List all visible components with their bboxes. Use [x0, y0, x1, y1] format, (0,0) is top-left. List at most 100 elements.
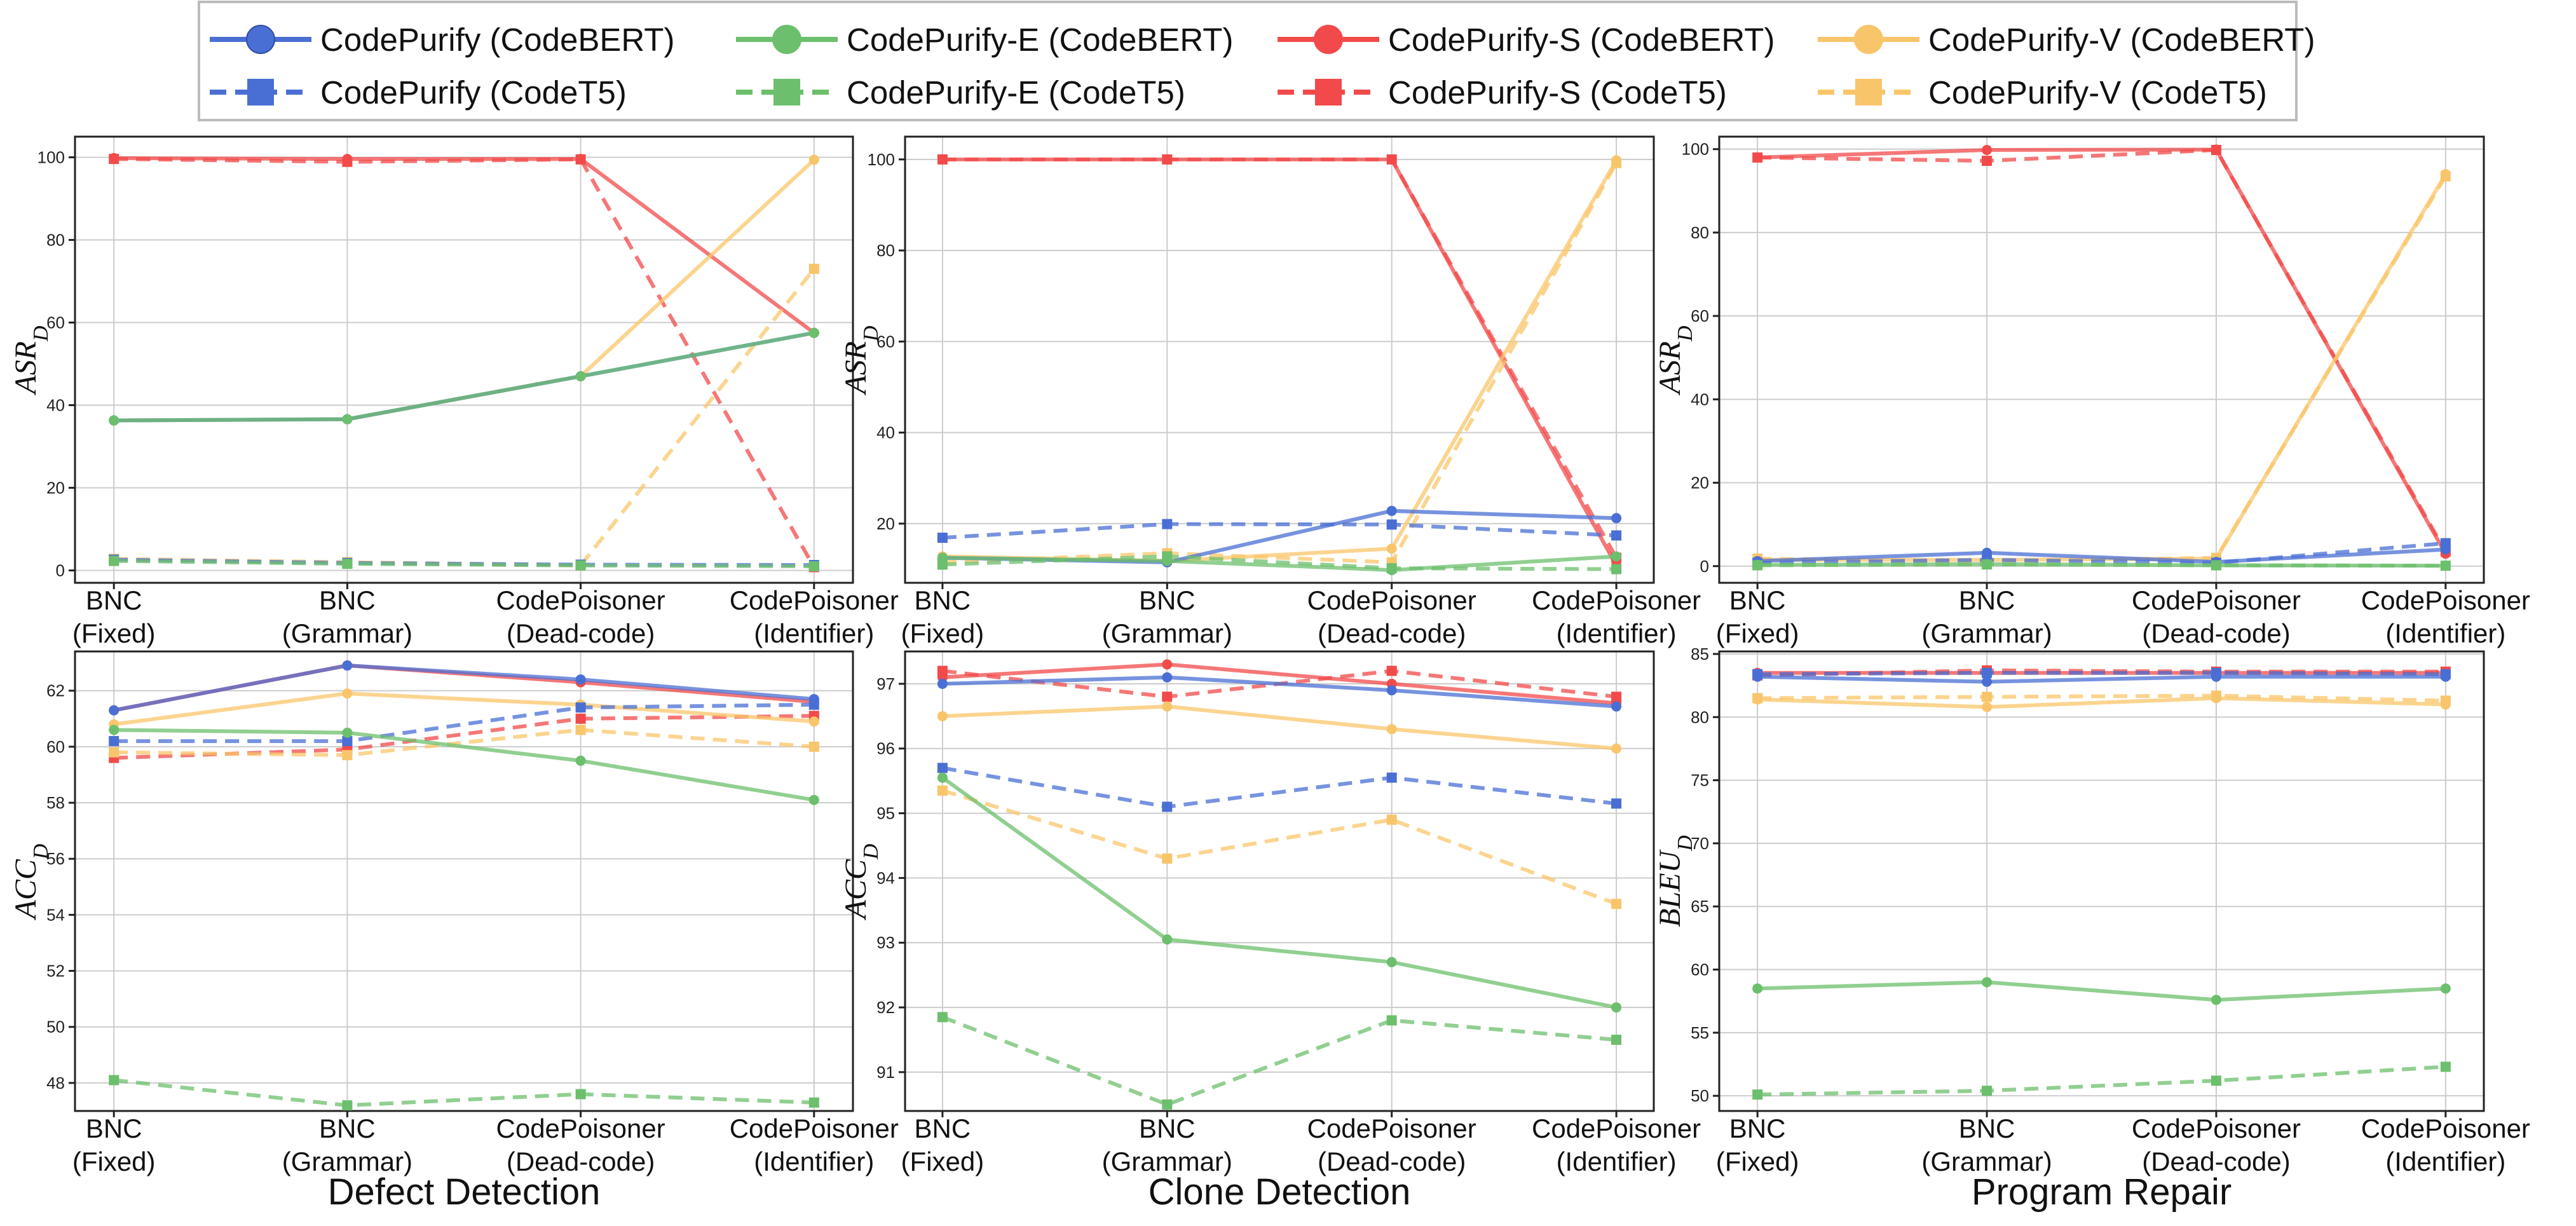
data-point: [1752, 693, 1763, 704]
axes-frame: [1718, 650, 2485, 1112]
x-tick-label: BNC: [319, 1114, 376, 1143]
x-tick-label: BNC: [86, 585, 142, 615]
data-point: [1982, 667, 1993, 678]
y-tick-label: 94: [876, 868, 895, 887]
legend-entry-purifyV_bert: CodePurify-V (CodeBERT): [1818, 22, 2315, 58]
data-point: [342, 1100, 353, 1111]
panel-pr_bleu: 50 55 60 65 70 75 80 85 BNC (Fixed) BNC (Grammar) Co…: [1653, 644, 2530, 1176]
y-tick-label: 91: [876, 1063, 895, 1082]
data-point: [1752, 559, 1763, 570]
y-tick-label: 40: [876, 423, 895, 442]
data-point: [808, 327, 819, 338]
data-point: [1386, 957, 1397, 967]
y-tick-label: 100: [868, 150, 895, 169]
series-line: [942, 766, 1617, 809]
y-tick-label: 70: [1691, 834, 1709, 853]
series-purifyE_bert: [109, 327, 819, 426]
chart-panels: 020406080100BNC(Fixed)BNC(Grammar)CodePo…: [9, 135, 2530, 1176]
legend-label: CodePurify (CodeBERT): [320, 22, 674, 58]
y-tick-label: 52: [46, 962, 65, 981]
axes-frame: [904, 650, 1655, 1112]
data-point: [1386, 665, 1397, 676]
data-point: [1162, 519, 1173, 529]
data-point: [1611, 691, 1622, 702]
x-tick-label: (Grammar): [282, 1147, 412, 1176]
data-point: [575, 371, 586, 381]
x-tick-label: (Dead-code): [507, 618, 655, 648]
data-point: [937, 533, 948, 543]
x-tick-label: (Grammar): [1102, 1147, 1232, 1176]
data-point: [1752, 1089, 1763, 1100]
x-tick-label: BNC: [1729, 1114, 1786, 1143]
y-tick-label: 55: [1691, 1023, 1709, 1042]
data-point: [1162, 154, 1173, 165]
series-line: [1757, 562, 2446, 568]
data-point: [342, 688, 353, 699]
data-point: [1611, 798, 1622, 809]
series-line: [114, 559, 814, 568]
y-tick-label: 96: [876, 739, 895, 758]
plot-area: [75, 137, 853, 583]
x-tick-label: (Fixed): [901, 618, 985, 648]
series-line: [942, 662, 1617, 705]
data-point: [1611, 1002, 1622, 1013]
data-point: [1611, 701, 1622, 712]
plot-area: [905, 137, 1654, 583]
x-tick-label: (Grammar): [282, 618, 412, 648]
data-point: [342, 156, 353, 167]
legend-marker-circle: [246, 25, 275, 54]
data-point: [109, 736, 119, 747]
legend-label: CodePurify-V (CodeBERT): [1928, 22, 2315, 58]
x-tick-label: (Fixed): [1716, 618, 1799, 648]
data-point: [1386, 543, 1397, 554]
x-tick-label: (Identifier): [754, 618, 874, 648]
y-axis-label: ACCD: [839, 843, 883, 920]
data-point: [1982, 144, 1993, 155]
data-point: [1982, 1086, 1993, 1096]
data-point: [342, 727, 353, 738]
data-point: [808, 699, 819, 710]
x-tick-label: (Dead-code): [2142, 618, 2290, 648]
plot-area: [1719, 137, 2484, 583]
data-point: [109, 725, 119, 735]
y-tick-label: 65: [1691, 897, 1709, 916]
data-point: [2440, 695, 2451, 706]
data-point: [1611, 513, 1622, 524]
axes-frame: [74, 650, 854, 1112]
data-point: [1611, 551, 1622, 562]
data-point: [1386, 154, 1397, 165]
data-point: [1162, 672, 1173, 683]
y-tick-label: 48: [46, 1073, 65, 1093]
series-line: [1757, 696, 2446, 709]
data-point: [1752, 152, 1763, 163]
legend-marker-circle: [1314, 25, 1343, 54]
data-point: [1386, 814, 1397, 825]
data-point: [1611, 899, 1622, 909]
data-point: [2211, 995, 2221, 1005]
legend-label: CodePurify-S (CodeT5): [1388, 74, 1727, 111]
legend-marker-square: [1315, 79, 1342, 106]
column-title: Program Repair: [1972, 1171, 2232, 1213]
data-point: [1611, 158, 1622, 168]
data-point: [575, 674, 586, 685]
data-point: [342, 750, 353, 761]
axes-frame: [74, 135, 854, 584]
series-line: [114, 330, 815, 423]
y-tick-label: 60: [1691, 306, 1709, 325]
series-purifyE_bert: [937, 772, 1622, 1013]
y-tick-label: 93: [876, 933, 895, 952]
data-point: [1752, 669, 1763, 679]
x-tick-label: (Dead-code): [1318, 618, 1466, 648]
legend-label: CodePurify (CodeT5): [320, 74, 627, 111]
series-purifyE_t5: [109, 555, 819, 571]
x-tick-label: BNC: [86, 1114, 142, 1143]
series-line: [1757, 674, 2446, 684]
legend-entry-purifyV_t5: CodePurify-V (CodeT5): [1818, 74, 2267, 111]
y-tick-label: 0: [1700, 557, 1709, 576]
data-point: [575, 702, 586, 713]
x-tick-label: BNC: [1959, 585, 2015, 615]
series-purify_t5: [937, 519, 1622, 543]
y-tick-label: 54: [46, 905, 65, 924]
y-tick-label: 97: [876, 674, 895, 693]
